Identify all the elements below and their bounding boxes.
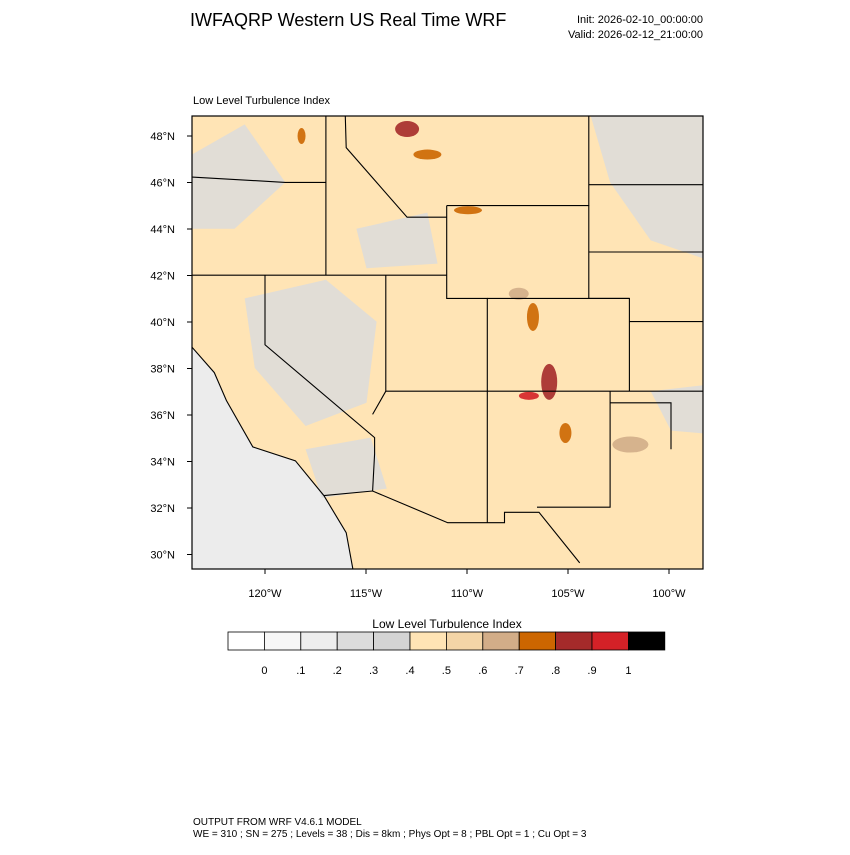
border <box>323 490 581 564</box>
lat-tick-label: 48°N <box>150 131 175 143</box>
colorbar-label: 0 <box>261 665 267 677</box>
lat-tick-label: 44°N <box>150 224 175 236</box>
low-index-area <box>305 437 387 498</box>
border <box>537 391 611 508</box>
colorbar-label: .2 <box>333 665 342 677</box>
border <box>344 116 447 218</box>
colorbar-label: .7 <box>515 665 524 677</box>
lon-tick-label: 110°W <box>451 588 484 600</box>
low-index-area <box>590 116 703 259</box>
high-index-area <box>508 287 529 300</box>
colorbar-box <box>227 631 265 651</box>
high-index-area <box>612 436 649 453</box>
high-index-area <box>454 206 482 215</box>
high-index-area <box>413 149 442 160</box>
colorbar-label: .8 <box>551 665 560 677</box>
colorbar-label: .5 <box>442 665 451 677</box>
low-index-area <box>356 212 438 269</box>
high-index-area <box>526 302 539 331</box>
lat-tick-label: 42°N <box>150 271 175 283</box>
lon-tick-label: 105°W <box>551 588 585 600</box>
high-index-area <box>559 422 572 443</box>
lon-tick-label: 120°W <box>248 588 282 600</box>
colorbar-label: .4 <box>405 665 414 677</box>
colorbar-box <box>336 631 375 651</box>
lon-tick-label: 100°W <box>652 588 686 600</box>
map-frame <box>191 115 704 570</box>
init-time: Init: 2026-02-10_00:00:00 <box>577 14 703 26</box>
colorbar-label: .6 <box>478 665 487 677</box>
colorbar-box <box>263 631 302 651</box>
low-index-area <box>192 124 286 229</box>
colorbar-box <box>373 631 411 651</box>
high-index-area <box>518 391 539 400</box>
lat-tick-label: 34°N <box>150 457 175 469</box>
lat-tick-label: 36°N <box>150 410 175 422</box>
border <box>192 176 326 183</box>
colorbar-title: Low Level Turbulence Index <box>372 617 521 631</box>
footer-line: WE = 310 ; SN = 275 ; Levels = 38 ; Dis … <box>193 829 587 840</box>
colorbar-label: .1 <box>296 665 305 677</box>
colorbar-box <box>300 631 338 651</box>
title: IWFAQRP Western US Real Time WRF <box>190 10 506 30</box>
border <box>446 205 488 523</box>
colorbar-box <box>591 631 629 651</box>
lat-tick-label: 32°N <box>150 503 175 515</box>
colorbar-box <box>482 631 520 651</box>
high-index-area <box>297 128 306 144</box>
lat-tick-label: 38°N <box>150 364 175 376</box>
low-index-area <box>650 385 703 434</box>
high-index-area <box>395 121 420 138</box>
high-index-area <box>541 363 558 400</box>
colorbar-label: 1 <box>625 665 631 677</box>
border <box>264 275 376 492</box>
lon-tick-label: 115°W <box>350 588 383 600</box>
colorbar-box <box>628 631 666 651</box>
colorbar-box <box>518 631 557 651</box>
colorbar-box <box>445 631 484 651</box>
low-index-area <box>244 279 377 426</box>
border <box>610 402 672 450</box>
valid-time: Valid: 2026-02-12_21:00:00 <box>568 29 703 41</box>
lat-tick-label: 30°N <box>150 550 175 562</box>
colorbar-label: .9 <box>587 665 596 677</box>
map-label: Low Level Turbulence Index <box>193 95 330 107</box>
colorbar-label: .3 <box>369 665 378 677</box>
footer-line: OUTPUT FROM WRF V4.6.1 MODEL <box>193 817 362 828</box>
lat-tick-label: 46°N <box>150 178 175 190</box>
colorbar-box <box>555 631 593 651</box>
map <box>192 116 703 569</box>
lat-tick-label: 40°N <box>150 317 175 329</box>
colorbar-box <box>409 631 447 651</box>
